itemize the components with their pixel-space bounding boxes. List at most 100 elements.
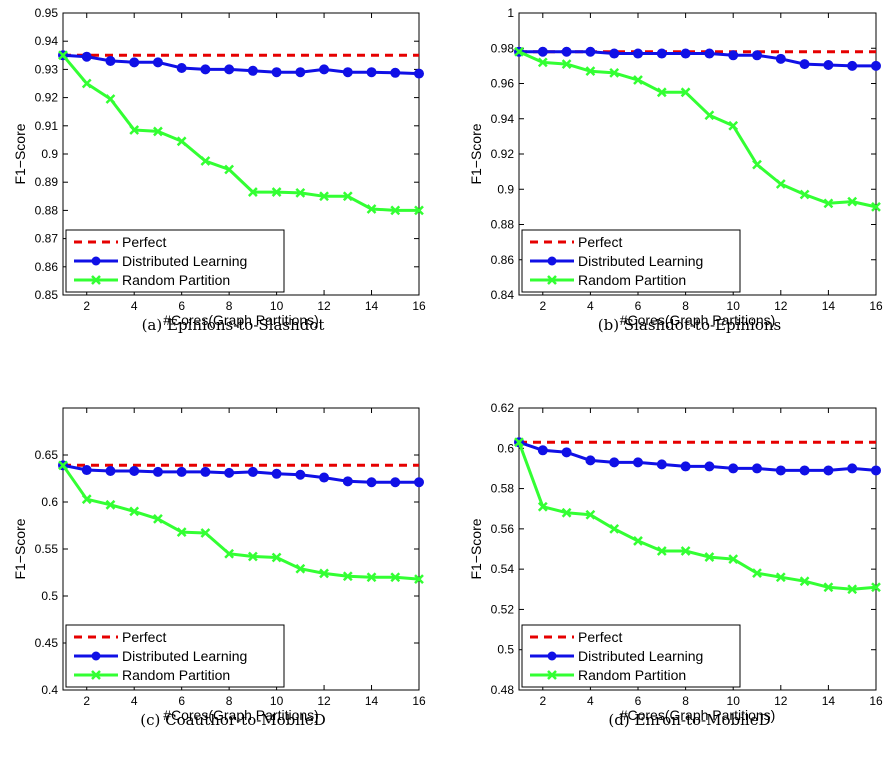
y-tick-label: 0.9 (41, 147, 58, 161)
x-tick-label: 8 (682, 694, 689, 708)
y-tick-label: 0.62 (491, 401, 515, 415)
x-tick-label: 14 (365, 299, 379, 313)
series-point-1 (823, 465, 834, 476)
series-point-2 (633, 75, 643, 85)
series-point-2 (823, 582, 834, 593)
x-tick-label: 16 (412, 694, 426, 708)
series-point-1 (609, 457, 620, 468)
series-point-2 (319, 568, 329, 579)
series-point-1 (561, 447, 572, 458)
series-point-1 (105, 55, 116, 66)
series-point-1 (319, 472, 330, 483)
series-point-2 (390, 205, 401, 216)
y-tick-label: 0.52 (491, 602, 515, 616)
series-point-1 (81, 51, 92, 62)
series-point-2 (585, 509, 596, 520)
series-point-1 (728, 463, 739, 474)
series-point-2 (295, 563, 306, 574)
series-line-2 (518, 50, 877, 209)
x-tick-label: 16 (412, 299, 426, 313)
legend-label: Perfect (122, 629, 166, 645)
y-tick-label: 0.45 (35, 636, 59, 650)
x-tick-label: 12 (774, 694, 788, 708)
series-point-1 (609, 48, 620, 59)
series-point-2 (656, 87, 667, 98)
chart-caption: (b) Slashdot-to-Epinions (598, 316, 782, 334)
series-line-1 (518, 440, 877, 472)
x-tick-label: 12 (774, 299, 788, 313)
series-point-1 (633, 457, 643, 468)
series-point-1 (752, 463, 762, 474)
series-point-1 (81, 465, 92, 476)
series-point-2 (81, 78, 92, 89)
series-point-1 (414, 68, 424, 79)
series-point-1 (129, 57, 140, 68)
series-point-2 (680, 546, 691, 556)
legend-marker-2 (91, 670, 101, 680)
x-tick-label: 6 (635, 299, 642, 313)
series-point-1 (847, 463, 858, 474)
series-point-2 (129, 125, 140, 135)
legend-label: Distributed Learning (578, 253, 703, 269)
y-tick-label: 0.96 (491, 77, 515, 91)
chart-3: 0.48 0.5 0.52 0.54 0.56 0.58 0.6 0.62 2 4 6 8 10 12 14… (468, 401, 883, 729)
series-line-2 (61, 54, 419, 212)
legend-label: Random Partition (578, 272, 686, 288)
series-point-1 (799, 465, 810, 476)
series-point-2 (847, 196, 858, 207)
series-point-1 (390, 67, 401, 78)
series-point-2 (200, 528, 211, 538)
series-point-1 (871, 465, 881, 476)
y-tick-label: 0.87 (35, 232, 59, 246)
series-point-2 (342, 191, 353, 202)
x-tick-label: 8 (682, 299, 689, 313)
series-point-1 (561, 46, 572, 57)
x-tick-label: 10 (727, 299, 741, 313)
legend-label: Perfect (578, 234, 622, 250)
series-point-2 (799, 576, 810, 587)
series-point-2 (537, 57, 548, 68)
series-point-1 (200, 466, 211, 477)
x-tick-label: 6 (178, 694, 185, 708)
series-point-2 (561, 507, 572, 518)
series-point-1 (319, 64, 330, 75)
legend-label: Distributed Learning (578, 648, 703, 664)
series-point-1 (799, 59, 810, 70)
chart-2: 0.4 0.45 0.5 0.55 0.6 0.65 2 4 6 8 10 12 14 16 #Cores(… (12, 407, 426, 729)
series-point-2 (247, 551, 258, 562)
series-point-2 (58, 460, 68, 471)
series-point-2 (105, 94, 116, 104)
series-point-1 (295, 67, 306, 78)
series-point-2 (871, 201, 881, 212)
series-point-1 (129, 465, 140, 476)
series-point-2 (271, 187, 282, 197)
series-point-2 (271, 552, 282, 563)
series-point-2 (176, 527, 187, 537)
series-point-2 (871, 582, 881, 593)
series-point-1 (728, 50, 739, 61)
series-point-1 (847, 60, 858, 71)
legend-label: Random Partition (122, 667, 230, 683)
series-point-2 (514, 46, 524, 57)
series-point-2 (609, 523, 620, 534)
series-point-2 (585, 66, 596, 77)
series-point-2 (561, 59, 572, 69)
chart-caption: (a) Epinions-to-Slashdot (142, 316, 325, 334)
x-axis-label: #Cores(Graph Partitions) (163, 312, 319, 328)
x-tick-label: 12 (317, 694, 331, 708)
y-axis-label: F1−Score (468, 123, 484, 184)
series-point-1 (585, 455, 596, 466)
y-axis-label: F1−Score (468, 518, 484, 579)
series-point-1 (366, 67, 377, 78)
series-point-2 (81, 494, 92, 505)
series-point-2 (247, 187, 258, 197)
series-point-1 (176, 62, 187, 73)
series-point-2 (823, 198, 834, 209)
y-tick-label: 0.4 (41, 683, 58, 697)
y-tick-label: 0.65 (35, 448, 59, 462)
y-axis-label: F1−Score (12, 518, 28, 579)
y-tick-label: 0.6 (497, 441, 514, 455)
series-point-1 (680, 461, 691, 472)
x-tick-label: 2 (539, 694, 546, 708)
x-tick-label: 4 (587, 299, 594, 313)
